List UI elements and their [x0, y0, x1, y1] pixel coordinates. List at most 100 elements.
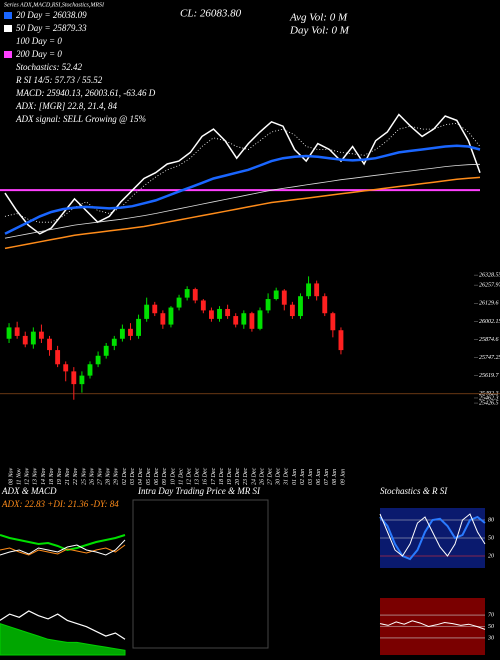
- header-line: MACD: 25940.13, 26003.61, -63.46 D: [15, 88, 156, 98]
- series-title: Series ADX,MACD,RSI,Stochastics,MRSI: [4, 2, 105, 8]
- x-tick-label: 29 Nov: [114, 467, 120, 485]
- x-tick-label: 12 Nov: [25, 467, 31, 485]
- candle-body: [63, 364, 69, 372]
- candle-body: [30, 331, 36, 345]
- x-tick-label: 11 Dec: [178, 468, 184, 485]
- x-tick-label: 09 Jan: [340, 469, 346, 485]
- y-tick-label: 26257.97: [479, 283, 500, 289]
- x-tick-label: 27 Dec: [267, 468, 273, 485]
- candle-body: [281, 290, 287, 305]
- x-tick-label: 22 Nov: [73, 467, 79, 485]
- candle-body: [298, 296, 303, 317]
- x-tick-label: 24 Dec: [250, 468, 257, 485]
- candle-body: [152, 304, 158, 314]
- candle-body: [217, 308, 222, 319]
- y-tick-label: 50: [488, 624, 494, 630]
- x-tick-label: 21 Nov: [65, 467, 71, 485]
- header-line: 100 Day = 0: [16, 36, 62, 46]
- header-lines: 20 Day = 26038.09 50 Day = 25879.33 100 Da…: [15, 10, 156, 124]
- x-tick-label: 25 Nov: [81, 467, 87, 485]
- header-line: 20 Day = 26038.09: [16, 10, 87, 20]
- x-tick-label: 18 Nov: [49, 467, 55, 485]
- x-tick-label: 07 Jan: [324, 469, 330, 485]
- x-tick-label: 18 Dec: [219, 468, 225, 485]
- y-tick-label: 50: [488, 535, 494, 541]
- y-tick-label: 25462.3: [479, 394, 499, 401]
- y-tick-label: 25874.6: [479, 336, 499, 343]
- x-tick-label: 09 Dec: [162, 468, 168, 485]
- line: [4, 163, 481, 239]
- line: [4, 144, 481, 235]
- x-tick-label: 28 Nov: [106, 467, 112, 485]
- y-tick-label: 80: [488, 517, 494, 523]
- intraday-panel: [132, 499, 269, 649]
- x-tick-label: 12 Dec: [187, 468, 193, 485]
- adx-values: ADX: 22.83 +DI: 21.36 -DY: 84: [1, 499, 119, 509]
- line: [379, 620, 486, 630]
- candle-body: [265, 299, 271, 311]
- candle-body: [306, 283, 311, 297]
- y-tick-label: 25426.5: [479, 399, 499, 406]
- line: [379, 515, 486, 561]
- x-tick-label: 19 Nov: [57, 467, 63, 485]
- candle-body: [273, 290, 279, 300]
- x-tick-label: 27 Nov: [97, 467, 103, 485]
- x-tick-label: 02 Dec: [122, 468, 128, 485]
- x-tick-label: 04 Dec: [137, 468, 144, 485]
- x-tick-label: 20 Dec: [235, 468, 241, 485]
- header-line: ADX: [MGR] 22.8, 21.4, 84: [15, 101, 117, 111]
- header-line: Stochastics: 52.42: [16, 62, 82, 72]
- candle-body: [168, 307, 174, 325]
- candle-body: [192, 289, 198, 301]
- candle-body: [39, 331, 44, 339]
- x-tick-label: 08 Jan: [332, 469, 338, 485]
- candle-body: [22, 335, 28, 345]
- candle-body: [322, 296, 328, 314]
- candle-body: [47, 338, 52, 351]
- x-tick-label: 08 Nov: [8, 467, 14, 485]
- x-tick-label: 10 Dec: [170, 468, 176, 485]
- candle-body: [103, 345, 109, 356]
- candle-body: [111, 338, 117, 346]
- candle-body: [136, 318, 141, 336]
- x-tick-label: 03 Dec: [130, 468, 136, 485]
- candle-body: [160, 313, 166, 325]
- x-tick-label: 11 Nov: [17, 468, 23, 485]
- candle-body: [128, 328, 133, 336]
- candle-body: [119, 328, 125, 339]
- x-tick-label: 02 Jan: [300, 469, 306, 485]
- candle-body: [184, 289, 190, 298]
- candle-body: [87, 364, 93, 376]
- x-tick-label: 14 Nov: [40, 467, 47, 485]
- header-line: 50 Day = 25879.33: [16, 23, 87, 33]
- candle-body: [14, 327, 20, 336]
- x-tick-label: 13 Nov: [33, 467, 39, 485]
- candle-body: [95, 355, 101, 365]
- candle-body: [289, 304, 295, 317]
- line: [0, 539, 126, 556]
- header-line: ADX signal: SELL Growing @ 15%: [15, 114, 146, 124]
- swatch: [4, 25, 12, 32]
- x-tick-label: 13 Dec: [195, 468, 201, 485]
- candle-body: [6, 327, 12, 339]
- y-tick-label: 26002.15: [479, 319, 500, 325]
- y-tick-label: 26328.55: [479, 273, 500, 279]
- x-tick-label: 30 Dec: [276, 468, 282, 486]
- day-vol: Day Vol: 0 M: [289, 25, 350, 37]
- x-tick-label: 01 Jan: [292, 469, 298, 485]
- candle-body: [200, 300, 206, 311]
- candle-body: [338, 330, 344, 351]
- y-tick-label: 70: [488, 612, 494, 618]
- candle-body: [225, 308, 231, 317]
- candle-body: [55, 350, 61, 365]
- swatch: [4, 12, 12, 19]
- close: CL: 26083.80: [180, 8, 242, 20]
- candle-body: [249, 313, 255, 329]
- y-tick-label: 25747.25: [479, 354, 500, 361]
- line: [0, 534, 126, 552]
- area: [0, 623, 126, 656]
- stoch-title: Stochastics & R SI: [380, 486, 448, 496]
- candle-body: [79, 375, 85, 385]
